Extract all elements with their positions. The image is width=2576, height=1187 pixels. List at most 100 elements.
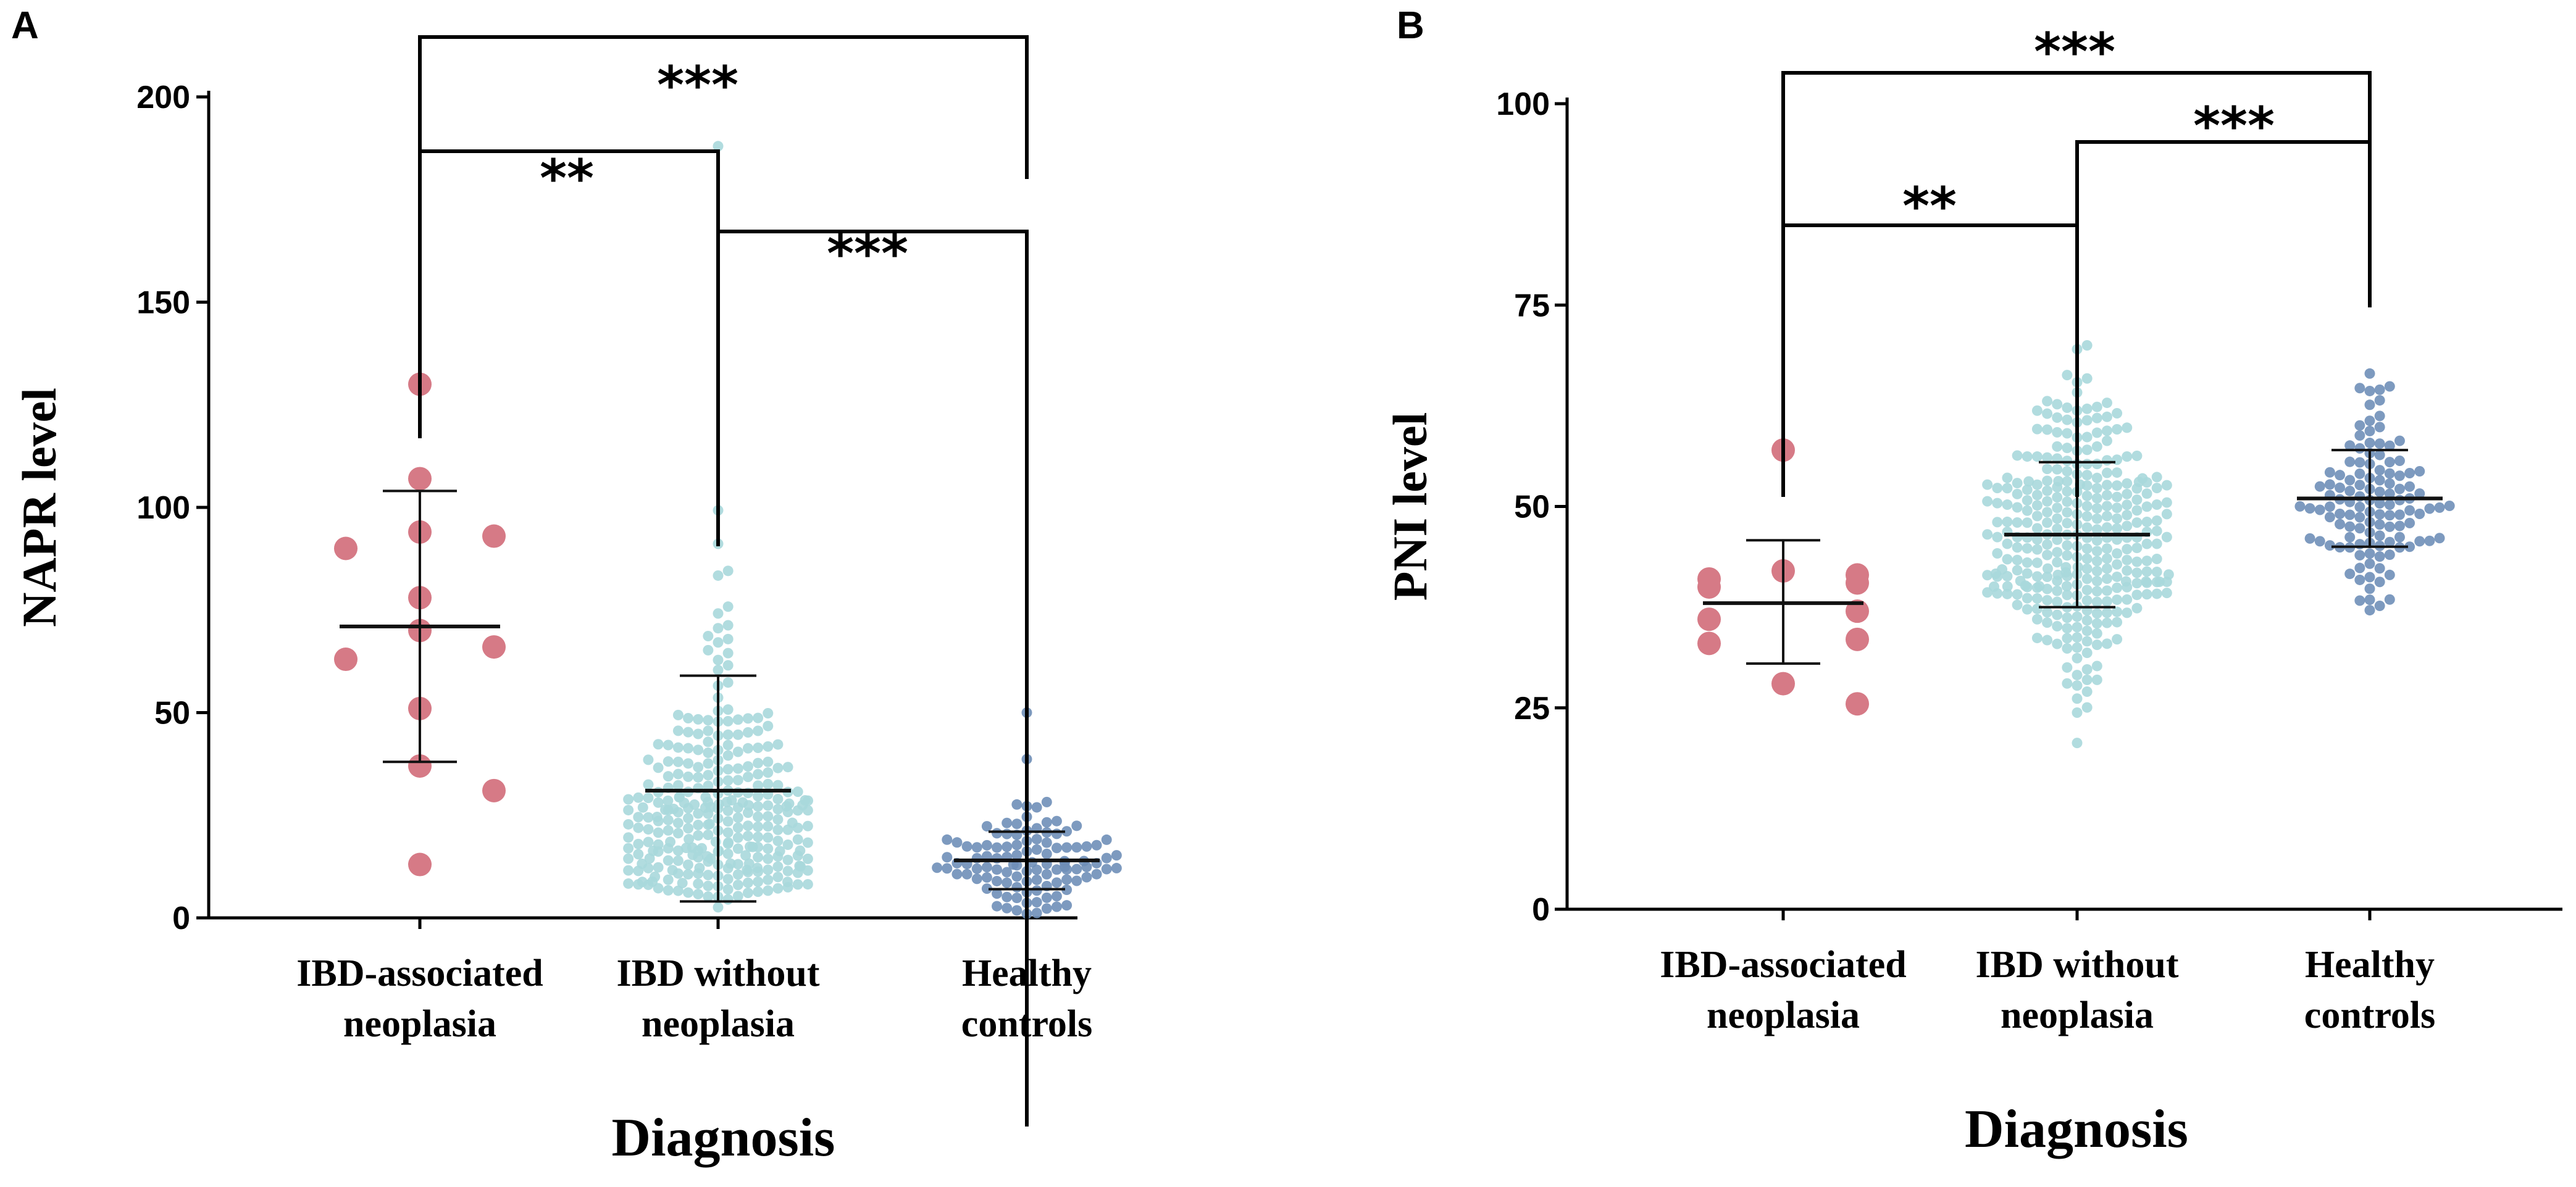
data-point (2142, 517, 2152, 527)
data-point (2092, 660, 2102, 671)
data-point (2414, 466, 2425, 477)
data-point (2062, 466, 2072, 477)
data-point (1111, 850, 1122, 860)
data-point (753, 743, 763, 753)
data-point (2052, 412, 2062, 423)
data-point (2162, 480, 2172, 491)
data-point (2042, 617, 2052, 628)
data-point (713, 637, 724, 648)
data-point (673, 856, 684, 866)
data-point (2102, 480, 2112, 490)
data-point (783, 855, 793, 865)
data-point (723, 816, 734, 827)
data-point (723, 884, 734, 894)
data-point (2112, 634, 2122, 644)
data-point (2344, 509, 2355, 520)
data-point (703, 748, 713, 758)
data-point (706, 853, 716, 864)
data-point (2062, 415, 2072, 425)
data-point (2102, 425, 2112, 436)
data-point (683, 743, 693, 754)
data-point (1846, 692, 1869, 715)
data-point (1071, 864, 1082, 875)
data-point (673, 828, 684, 838)
data-point (2365, 605, 2375, 615)
data-point (2062, 540, 2072, 551)
data-point (2052, 427, 2062, 438)
data-point (2365, 426, 2375, 436)
significance-label: *** (2034, 22, 2115, 82)
data-point (2354, 563, 2365, 573)
data-point (2032, 614, 2043, 625)
data-point (713, 570, 724, 581)
data-point (1002, 903, 1012, 914)
data-point (2404, 505, 2415, 515)
data-point (1002, 878, 1012, 888)
data-point (2002, 499, 2012, 510)
data-point (623, 832, 634, 843)
x-tick-label: neoplasia (642, 1003, 795, 1045)
data-point (2325, 512, 2335, 522)
data-point (623, 878, 634, 889)
data-point (2012, 478, 2023, 488)
data-point (2092, 535, 2102, 546)
data-point (2012, 450, 2023, 460)
data-point (2052, 492, 2062, 502)
data-point (2162, 532, 2172, 543)
data-point (2122, 521, 2132, 531)
data-point (2394, 532, 2405, 543)
data-point (693, 868, 703, 879)
data-point (2082, 543, 2093, 554)
data-point (703, 820, 713, 830)
data-point (2112, 492, 2122, 502)
data-point (787, 818, 798, 828)
data-point (673, 868, 684, 879)
data-point (2092, 428, 2102, 438)
data-point (2325, 540, 2335, 551)
data-point (2092, 586, 2102, 596)
data-point (2385, 469, 2395, 479)
data-point (733, 833, 743, 843)
data-point (2152, 554, 2162, 564)
data-point (2394, 456, 2405, 466)
data-point (2092, 576, 2102, 586)
data-point (2102, 501, 2112, 511)
data-point (932, 862, 942, 873)
data-point (693, 889, 703, 899)
data-point (733, 891, 743, 901)
data-point (2092, 608, 2102, 618)
panel-letter: B (1397, 4, 1424, 47)
data-point (2142, 556, 2152, 566)
data-point (703, 726, 713, 736)
data-point (783, 807, 793, 817)
data-point (1092, 869, 1102, 880)
data-point (772, 814, 783, 825)
data-point (1697, 575, 1721, 599)
data-point (2032, 511, 2043, 522)
data-point (2354, 430, 2365, 441)
data-point (2052, 482, 2062, 493)
data-point (2404, 481, 2415, 492)
data-point (2375, 422, 2385, 432)
data-point (2344, 522, 2355, 532)
data-point (2032, 557, 2043, 568)
data-point (951, 869, 962, 880)
data-point (772, 861, 783, 872)
data-point (972, 864, 982, 874)
data-point (2092, 441, 2102, 452)
data-point (2152, 538, 2162, 549)
data-point (663, 796, 673, 806)
data-point (2092, 459, 2102, 469)
data-point (753, 867, 763, 877)
y-tick-label: 0 (172, 901, 190, 936)
data-point (1002, 829, 1012, 839)
data-point (772, 836, 783, 846)
data-point (2365, 415, 2375, 426)
data-point (2414, 536, 2425, 546)
data-point (2092, 618, 2102, 629)
data-point (2112, 424, 2122, 435)
y-tick-label: 25 (1514, 691, 1550, 727)
data-point (2102, 564, 2112, 574)
data-point (2032, 500, 2043, 510)
data-point (2062, 678, 2072, 689)
